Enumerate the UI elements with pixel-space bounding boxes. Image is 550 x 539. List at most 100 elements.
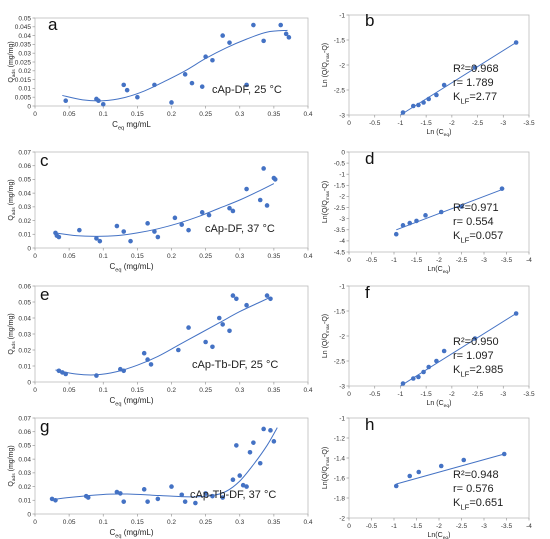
y-tick-label: 0.01 — [18, 232, 31, 239]
y-axis-label: Ln (Q/Qmax-Q) — [322, 314, 331, 358]
data-point — [172, 215, 178, 221]
y-axis-label: Qads (mg/mg) — [8, 41, 17, 82]
data-point — [268, 428, 273, 433]
y-tick-label: 0.06 — [18, 429, 31, 436]
data-point — [407, 220, 413, 226]
data-point — [152, 229, 157, 234]
data-point — [179, 222, 185, 227]
x-tick-label: 0 — [33, 111, 37, 118]
x-tick-label: -3.5 — [501, 523, 513, 530]
y-axis-label: Qads (mg/mg) — [8, 445, 17, 486]
y-tick-label: 0.03 — [18, 470, 31, 477]
data-point — [141, 487, 147, 492]
annotation: R²=0.971 — [453, 202, 499, 214]
data-point — [414, 218, 419, 224]
data-point — [94, 236, 99, 241]
data-point — [186, 227, 191, 233]
data-point — [416, 102, 421, 108]
data-point — [199, 84, 205, 89]
y-tick-label: 0.02 — [18, 484, 31, 491]
annotation: r= 1.789 — [453, 77, 494, 89]
y-tick-label: 0.04 — [18, 315, 31, 322]
panel-letter: c — [40, 151, 49, 170]
x-axis-label: Ceq (mg/mL) — [109, 396, 153, 407]
data-point — [94, 373, 99, 378]
data-point — [169, 100, 174, 105]
y-tick-label: 0.07 — [18, 149, 31, 156]
data-point — [227, 205, 232, 211]
x-tick-label: 0.35 — [268, 111, 281, 118]
y-tick-label: -3 — [339, 383, 345, 390]
y-tick-label: -2.5 — [334, 87, 346, 94]
y-tick-label: -2 — [339, 194, 345, 201]
x-tick-label: -0.5 — [366, 523, 378, 530]
y-tick-label: -3 — [339, 216, 345, 223]
data-point — [407, 473, 413, 479]
data-point — [461, 457, 467, 463]
annotation: cAp-Tb-DF, 25 °C — [192, 359, 278, 371]
data-point — [400, 110, 406, 115]
panel-f-chart: 0 -0.5 -1 -1.5 -2 -2.5 -3 -3.5 -1 -1.5 -2 -2.5 -3 Ln … — [322, 283, 535, 409]
x-tick-label: 0 — [33, 519, 37, 526]
data-point — [230, 208, 236, 214]
x-tick-label: 0.1 — [99, 387, 108, 394]
data-point — [472, 65, 478, 70]
x-tick-label: 0.2 — [167, 253, 176, 260]
data-point — [257, 197, 263, 203]
data-point — [220, 33, 225, 38]
data-point — [210, 344, 215, 350]
data-point — [148, 362, 154, 367]
data-point — [186, 325, 191, 330]
x-tick-label: -1 — [391, 523, 397, 530]
data-point — [63, 371, 69, 377]
y-tick-label: -2 — [339, 62, 345, 69]
data-point — [145, 499, 150, 504]
panel-letter: a — [48, 15, 58, 34]
x-tick-label: -3.5 — [501, 257, 513, 264]
x-tick-label: 0 — [347, 523, 351, 530]
data-point — [416, 374, 421, 380]
panel-a-chart: 0 0.05 0.1 0.15 0.2 0.25 0.3 0.35 0.400.0050.010… — [8, 15, 313, 131]
y-tick-label: 0.06 — [18, 163, 31, 170]
y-tick-label: 0.02 — [18, 68, 31, 75]
data-point — [251, 22, 256, 28]
y-tick-label: 0.03 — [18, 331, 31, 338]
y-axis-label: Ln(Q/Qmax-Q) — [322, 447, 331, 489]
data-point — [244, 484, 249, 489]
data-point — [410, 103, 416, 109]
data-point — [56, 368, 62, 374]
data-point — [393, 483, 399, 489]
x-tick-label: 0.15 — [131, 253, 144, 260]
fit-line — [400, 42, 517, 116]
data-point — [400, 223, 406, 228]
data-point — [244, 82, 249, 88]
y-axis-label: Qads (mg/mg) — [8, 313, 17, 354]
x-tick-label: -0.5 — [366, 257, 378, 264]
y-tick-label: 0.01 — [18, 363, 31, 370]
panel-letter: d — [365, 149, 374, 168]
x-tick-label: 0.25 — [199, 519, 212, 526]
y-tick-label: -3.5 — [334, 227, 346, 234]
y-tick-label: 0.05 — [18, 177, 31, 184]
data-point — [400, 381, 406, 386]
data-point — [114, 223, 120, 229]
data-point — [271, 439, 277, 444]
x-tick-label: 0.4 — [303, 111, 312, 118]
data-point — [286, 35, 292, 40]
x-tick-label: 0 — [347, 391, 351, 398]
x-tick-label: 0.35 — [268, 387, 281, 394]
data-point — [421, 369, 426, 375]
x-tick-label: 0.2 — [167, 387, 176, 394]
y-tick-label: 0.035 — [15, 42, 32, 49]
data-point — [257, 460, 263, 466]
data-point — [227, 40, 232, 45]
y-tick-label: -4 — [339, 238, 345, 245]
y-tick-label: 0.04 — [18, 33, 31, 40]
data-point — [278, 22, 284, 28]
y-tick-label: -1.6 — [334, 475, 346, 482]
annotation: cAp-DF, 37 °C — [205, 223, 275, 235]
x-tick-label: 0.2 — [167, 519, 176, 526]
x-tick-label: 0.3 — [235, 111, 244, 118]
annotation: r= 1.097 — [453, 350, 494, 362]
x-tick-label: -0.5 — [369, 120, 381, 127]
